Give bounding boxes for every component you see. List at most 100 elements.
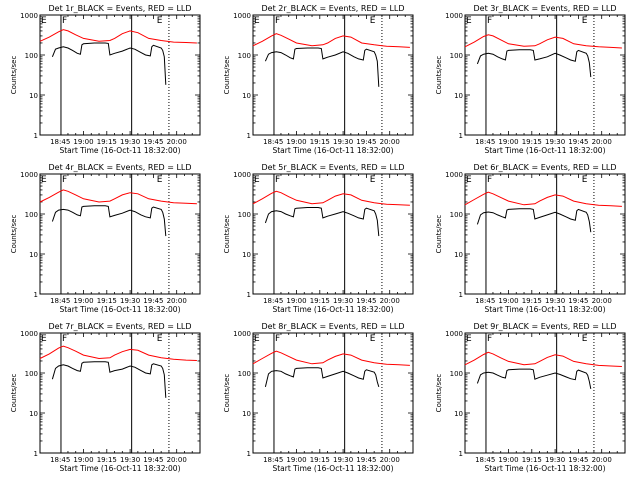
x-tick-label: 18:45 xyxy=(263,138,283,146)
panel-title: Det 5r_BLACK = Events, RED = LLD xyxy=(261,163,404,172)
x-axis-label: Start Time (16-Oct-11 18:32:00) xyxy=(272,464,393,473)
x-tick-label: 19:45 xyxy=(356,297,376,305)
e-marker-left: E xyxy=(41,16,47,26)
y-tick-label: 10 xyxy=(454,410,463,418)
f-marker: F xyxy=(487,175,492,185)
y-tick-label: 10 xyxy=(29,251,38,259)
plot-frame xyxy=(252,14,414,136)
detector-panel-4: Det 4r_BLACK = Events, RED = LLD 1 10 100 10… xyxy=(10,163,201,314)
y-tick-label: 1 xyxy=(459,132,463,140)
detector-panel-3: Det 3r_BLACK = Events, RED = LLD 1 10 100 10… xyxy=(435,4,626,155)
y-tick-label: 1000 xyxy=(233,12,251,20)
x-tick-label: 18:45 xyxy=(475,297,495,305)
e-marker-left: E xyxy=(254,16,260,26)
plot-frame xyxy=(39,173,201,295)
f-marker: F xyxy=(487,334,492,344)
x-tick-label: 19:30 xyxy=(120,297,140,305)
panel-title: Det 1r_BLACK = Events, RED = LLD xyxy=(48,4,191,13)
events-series-line xyxy=(264,47,380,87)
x-tick-label: 20:00 xyxy=(167,297,187,305)
lld-series-line xyxy=(252,33,410,48)
events-series-line xyxy=(264,367,380,388)
x-tick-label: 18:45 xyxy=(263,297,283,305)
e-marker-left: E xyxy=(466,16,472,26)
x-axis-label: Start Time (16-Oct-11 18:32:00) xyxy=(484,305,605,314)
detector-panel-2: Det 2r_BLACK = Events, RED = LLD 1 10 100 10… xyxy=(223,4,414,155)
y-tick-label: 100 xyxy=(238,52,251,60)
y-tick-label: 1 xyxy=(459,291,463,299)
plot-frame xyxy=(464,173,626,295)
x-tick-label: 19:00 xyxy=(498,297,518,305)
e-marker: E xyxy=(157,175,163,185)
detector-panel-1: Det 1r_BLACK = Events, RED = LLD 1 10 100 10… xyxy=(10,4,201,155)
y-tick-label: 100 xyxy=(238,211,251,219)
x-tick-label: 19:45 xyxy=(568,456,588,464)
lld-series-line xyxy=(464,34,622,49)
f-marker: F xyxy=(275,334,280,344)
x-tick-label: 20:00 xyxy=(380,456,400,464)
f-marker: F xyxy=(487,16,492,26)
x-axis-label: Start Time (16-Oct-11 18:32:00) xyxy=(59,464,180,473)
x-tick-label: 19:00 xyxy=(286,456,306,464)
x-tick-label: 19:30 xyxy=(333,456,353,464)
panel-title: Det 3r_BLACK = Events, RED = LLD xyxy=(473,4,616,13)
y-tick-label: 10 xyxy=(454,92,463,100)
y-axis-label: Counts/sec xyxy=(10,374,18,413)
events-series-line xyxy=(51,205,167,237)
x-tick-label: 19:00 xyxy=(73,297,93,305)
e-marker: E xyxy=(370,334,376,344)
x-tick-label: 18:45 xyxy=(263,456,283,464)
plot-frame xyxy=(39,332,201,454)
x-tick-label: 18:45 xyxy=(50,456,70,464)
e-marker-left: E xyxy=(254,175,260,185)
e-marker-left: E xyxy=(41,334,47,344)
panel-title: Det 9r_BLACK = Events, RED = LLD xyxy=(473,322,616,331)
x-tick-label: 18:45 xyxy=(50,138,70,146)
x-axis-label: Start Time (16-Oct-11 18:32:00) xyxy=(59,305,180,314)
x-axis-label: Start Time (16-Oct-11 18:32:00) xyxy=(484,146,605,155)
detector-panel-8: Det 8r_BLACK = Events, RED = LLD 1 10 100 10… xyxy=(223,322,414,473)
e-marker-left: E xyxy=(466,175,472,185)
y-tick-label: 1 xyxy=(247,450,251,458)
x-tick-label: 19:00 xyxy=(73,456,93,464)
y-tick-label: 100 xyxy=(25,52,38,60)
x-tick-label: 19:15 xyxy=(310,456,330,464)
x-tick-label: 19:15 xyxy=(522,456,542,464)
plot-frame xyxy=(252,173,414,295)
y-tick-label: 10 xyxy=(454,251,463,259)
panel-title: Det 6r_BLACK = Events, RED = LLD xyxy=(473,163,616,172)
x-tick-label: 19:45 xyxy=(568,297,588,305)
y-axis-label: Counts/sec xyxy=(10,215,18,254)
panel-title: Det 2r_BLACK = Events, RED = LLD xyxy=(261,4,404,13)
y-axis-label: Counts/sec xyxy=(10,56,18,95)
x-tick-label: 19:00 xyxy=(498,138,518,146)
x-tick-label: 19:00 xyxy=(73,138,93,146)
events-series-line xyxy=(476,368,592,389)
y-axis-label: Counts/sec xyxy=(435,215,443,254)
y-tick-label: 100 xyxy=(450,52,463,60)
x-tick-label: 19:30 xyxy=(545,138,565,146)
y-tick-label: 100 xyxy=(238,370,251,378)
e-marker-left: E xyxy=(41,175,47,185)
events-series-line xyxy=(51,361,167,398)
plot-frame xyxy=(464,14,626,136)
x-tick-label: 18:45 xyxy=(475,456,495,464)
y-tick-label: 1000 xyxy=(445,171,463,179)
panel-title: Det 8r_BLACK = Events, RED = LLD xyxy=(261,322,404,331)
y-tick-label: 10 xyxy=(242,251,251,259)
x-tick-label: 19:15 xyxy=(310,297,330,305)
e-marker-left: E xyxy=(466,334,472,344)
detector-panel-6: Det 6r_BLACK = Events, RED = LLD 1 10 100 10… xyxy=(435,163,626,314)
x-tick-label: 19:30 xyxy=(545,297,565,305)
plot-frame xyxy=(464,332,626,454)
x-tick-label: 20:00 xyxy=(380,138,400,146)
e-marker: E xyxy=(157,334,163,344)
y-tick-label: 1000 xyxy=(445,12,463,20)
y-tick-label: 1 xyxy=(34,450,38,458)
e-marker-left: E xyxy=(254,334,260,344)
lld-series-line xyxy=(252,350,410,366)
y-tick-label: 100 xyxy=(450,370,463,378)
x-tick-label: 19:45 xyxy=(143,138,163,146)
x-tick-label: 19:15 xyxy=(97,297,117,305)
e-marker: E xyxy=(582,16,588,26)
